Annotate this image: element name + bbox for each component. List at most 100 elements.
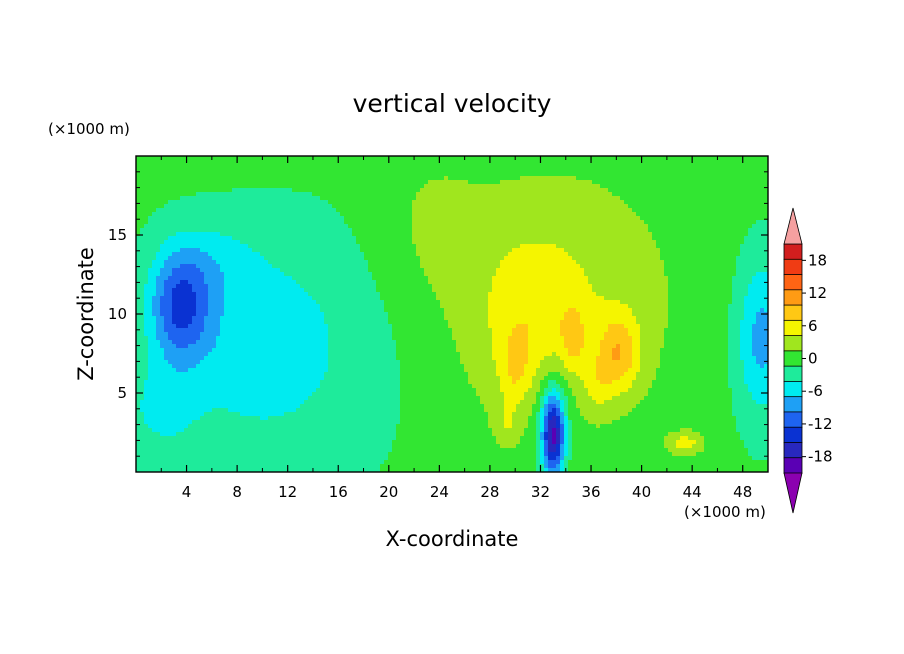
field-cell bbox=[604, 264, 609, 269]
field-cell bbox=[748, 252, 753, 257]
field-cell bbox=[320, 184, 325, 189]
field-cell bbox=[472, 224, 477, 229]
field-cell bbox=[436, 200, 441, 205]
field-cell bbox=[584, 272, 589, 277]
field-cell bbox=[492, 244, 497, 249]
field-cell bbox=[464, 192, 469, 197]
field-cell bbox=[448, 244, 453, 249]
field-cell bbox=[336, 224, 341, 229]
field-cell bbox=[340, 184, 345, 189]
field-cell bbox=[352, 224, 357, 229]
field-cell bbox=[308, 164, 313, 169]
field-cell bbox=[440, 256, 445, 261]
field-cell bbox=[252, 276, 257, 281]
field-cell bbox=[452, 272, 457, 277]
field-cell bbox=[332, 256, 337, 261]
field-cell bbox=[252, 200, 257, 205]
field-cell bbox=[340, 196, 345, 201]
field-cell bbox=[300, 188, 305, 193]
field-cell bbox=[164, 264, 169, 269]
field-cell bbox=[620, 240, 625, 245]
field-cell bbox=[344, 156, 349, 161]
field-cell bbox=[332, 168, 337, 173]
field-cell bbox=[300, 204, 305, 209]
field-cell bbox=[244, 196, 249, 201]
field-cell bbox=[208, 272, 213, 277]
field-cell bbox=[172, 280, 177, 285]
field-cell bbox=[236, 212, 241, 217]
field-cell bbox=[480, 256, 485, 261]
field-cell bbox=[260, 260, 265, 265]
field-cell bbox=[296, 160, 301, 165]
field-cell bbox=[196, 172, 201, 177]
field-cell bbox=[320, 240, 325, 245]
field-cell bbox=[496, 164, 501, 169]
field-cell bbox=[632, 184, 637, 189]
field-cell bbox=[164, 192, 169, 197]
field-cell bbox=[236, 176, 241, 181]
field-cell bbox=[740, 228, 745, 233]
field-cell bbox=[236, 220, 241, 225]
field-cell bbox=[724, 268, 729, 273]
field-cell bbox=[304, 176, 309, 181]
field-cell bbox=[272, 252, 277, 257]
field-cell bbox=[508, 184, 513, 189]
field-cell bbox=[152, 220, 157, 225]
field-cell bbox=[468, 216, 473, 221]
field-cell bbox=[356, 212, 361, 217]
field-cell bbox=[512, 188, 517, 193]
field-cell bbox=[496, 264, 501, 269]
field-cell bbox=[196, 220, 201, 225]
field-cell bbox=[408, 228, 413, 233]
field-cell bbox=[568, 232, 573, 237]
field-cell bbox=[552, 192, 557, 197]
field-cell bbox=[172, 196, 177, 201]
field-cell bbox=[700, 256, 705, 261]
field-cell bbox=[700, 200, 705, 205]
field-cell bbox=[716, 192, 721, 197]
field-cell bbox=[744, 244, 749, 249]
field-cell bbox=[296, 244, 301, 249]
field-cell bbox=[216, 216, 221, 221]
field-cell bbox=[140, 176, 145, 181]
field-cell bbox=[272, 268, 277, 273]
field-cell bbox=[644, 184, 649, 189]
field-cell bbox=[668, 184, 673, 189]
field-cell bbox=[284, 268, 289, 273]
field-cell bbox=[624, 276, 629, 281]
field-cell bbox=[320, 236, 325, 241]
field-cell bbox=[408, 220, 413, 225]
field-cell bbox=[200, 204, 205, 209]
field-cell bbox=[748, 200, 753, 205]
field-cell bbox=[728, 224, 733, 229]
field-cell bbox=[412, 192, 417, 197]
field-cell bbox=[296, 168, 301, 173]
field-cell bbox=[692, 188, 697, 193]
field-cell bbox=[244, 216, 249, 221]
field-cell bbox=[228, 260, 233, 265]
field-cell bbox=[304, 248, 309, 253]
field-cell bbox=[660, 236, 665, 241]
field-cell bbox=[764, 240, 768, 245]
field-cell bbox=[212, 168, 217, 173]
field-cell bbox=[368, 240, 373, 245]
field-cell bbox=[568, 244, 573, 249]
field-cell bbox=[360, 164, 365, 169]
field-cell bbox=[156, 168, 161, 173]
field-cell bbox=[540, 240, 545, 245]
field-cell bbox=[336, 232, 341, 237]
field-cell bbox=[340, 212, 345, 217]
field-cell bbox=[168, 260, 173, 265]
field-cell bbox=[472, 232, 477, 237]
field-cell bbox=[516, 212, 521, 217]
field-cell bbox=[356, 276, 361, 281]
field-cell bbox=[660, 180, 665, 185]
field-cell bbox=[248, 160, 253, 165]
field-cell bbox=[188, 184, 193, 189]
field-cell bbox=[460, 200, 465, 205]
field-cell bbox=[564, 188, 569, 193]
field-cell bbox=[732, 204, 737, 209]
field-cell bbox=[336, 204, 341, 209]
field-cell bbox=[588, 220, 593, 225]
field-cell bbox=[552, 268, 557, 273]
